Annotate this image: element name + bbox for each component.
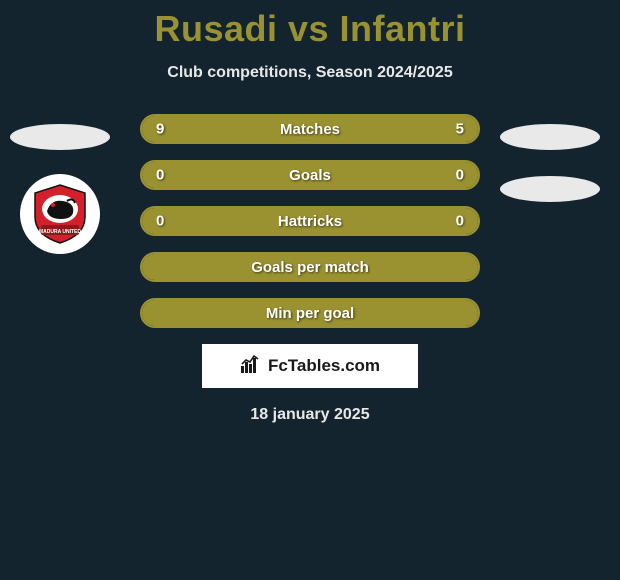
stat-label: Hattricks: [278, 213, 342, 230]
stat-row-goals-per-match: Goals per match: [140, 252, 480, 282]
player-left-column: MADURA UNITED: [10, 124, 110, 254]
stat-right-value: 0: [456, 213, 464, 230]
page-title: Rusadi vs Infantri: [0, 0, 620, 50]
stat-row-goals: 0 Goals 0: [140, 160, 480, 190]
svg-text:MADURA UNITED: MADURA UNITED: [39, 229, 81, 235]
stat-left-value: 0: [156, 167, 164, 184]
stats-container: 9 Matches 5 0 Goals 0 0 Hattricks 0 Goal…: [140, 114, 480, 328]
stat-label: Goals per match: [251, 259, 369, 276]
date-text: 18 january 2025: [0, 406, 620, 424]
brand-logo-box[interactable]: FcTables.com: [202, 344, 418, 388]
stat-right-value: 5: [456, 121, 464, 138]
stat-left-value: 9: [156, 121, 164, 138]
stat-label: Min per goal: [266, 305, 354, 322]
stat-right-value: 0: [456, 167, 464, 184]
stat-fill-right: [310, 162, 478, 188]
brand-text: FcTables.com: [268, 356, 380, 376]
stat-label: Matches: [280, 121, 340, 138]
player-right-column: [500, 124, 600, 202]
chart-icon: [240, 354, 262, 379]
club-badge-graphic: MADURA UNITED: [29, 183, 91, 245]
subtitle: Club competitions, Season 2024/2025: [0, 64, 620, 82]
player-right-club-placeholder: [500, 176, 600, 202]
stat-fill-left: [142, 162, 310, 188]
player-left-club-badge: MADURA UNITED: [20, 174, 100, 254]
stat-row-hattricks: 0 Hattricks 0: [140, 206, 480, 236]
stat-row-matches: 9 Matches 5: [140, 114, 480, 144]
stat-label: Goals: [289, 167, 331, 184]
player-left-avatar-placeholder: [10, 124, 110, 150]
player-right-avatar-placeholder: [500, 124, 600, 150]
stat-left-value: 0: [156, 213, 164, 230]
stat-row-min-per-goal: Min per goal: [140, 298, 480, 328]
